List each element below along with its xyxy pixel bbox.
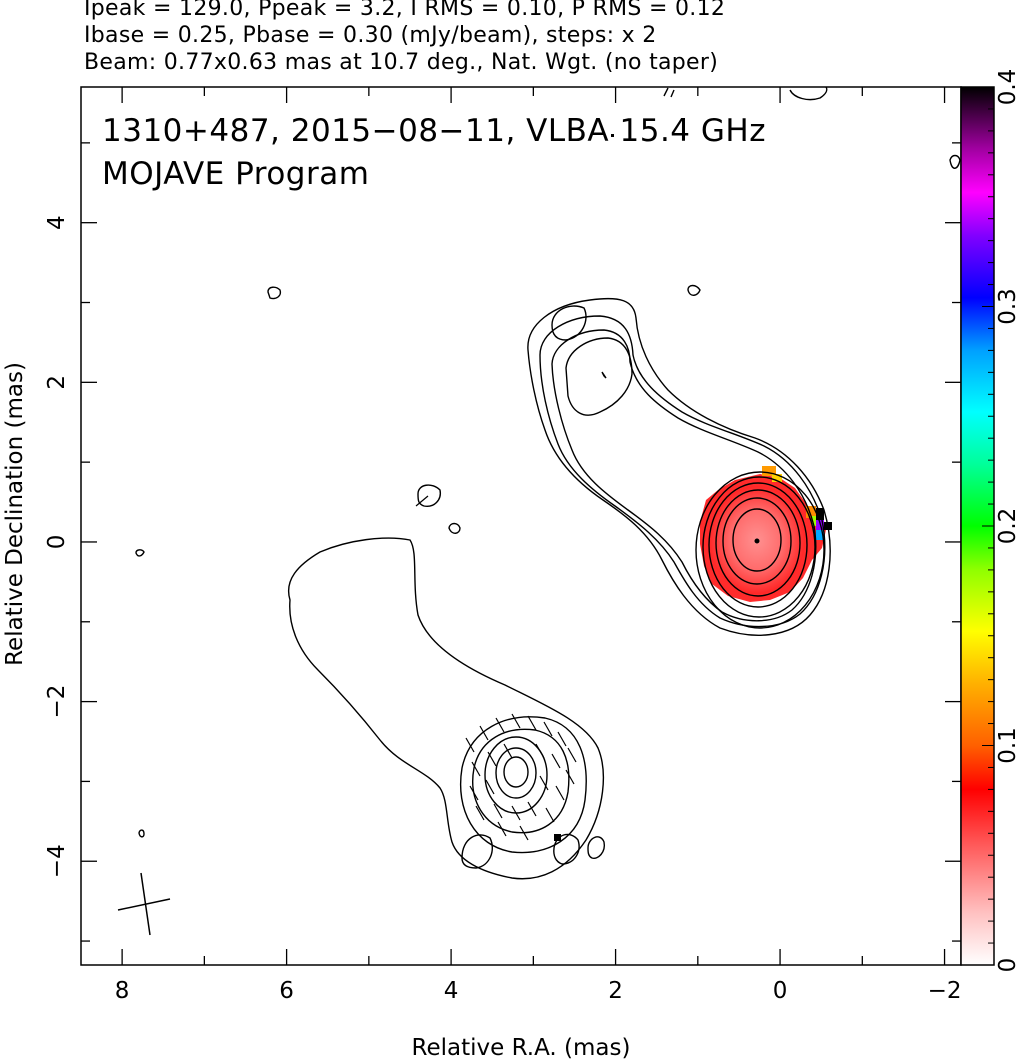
x-tick-label: −2 — [928, 978, 962, 1004]
x-tick-label: 8 — [115, 978, 130, 1004]
header-line-3: Beam: 0.77x0.63 mas at 10.7 deg., Nat. W… — [84, 50, 719, 75]
colorbar-tick-label: 0 — [995, 958, 1021, 973]
x-tick-label: 2 — [608, 978, 623, 1004]
header-line-2: Ibase = 0.25, Pbase = 0.30 (mJy/beam), s… — [84, 23, 657, 48]
colorbar-tick-label: 0.3 — [995, 288, 1021, 325]
chart-subtitle: MOJAVE Program — [102, 156, 369, 192]
x-axis-label: Relative R.A. (mas) — [412, 1035, 631, 1061]
y-tick-label: 0 — [44, 535, 70, 550]
y-tick-label: −2 — [44, 685, 70, 719]
y-axis-label: Relative Declination (mas) — [2, 362, 28, 666]
southeast-component-contours — [460, 716, 606, 869]
x-tick-label: 6 — [279, 978, 294, 1004]
y-tick-label: 4 — [44, 215, 70, 230]
colorbar-tick-label: 0.4 — [995, 69, 1021, 106]
chart-title: 1310+487, 2015−08−11, VLBA 15.4 GHz — [102, 113, 766, 149]
x-tick-label: 0 — [773, 978, 788, 1004]
contour-outer-southeast — [288, 537, 604, 880]
colorbar — [960, 86, 995, 966]
core-contours — [695, 471, 825, 629]
header-line-1: Ipeak = 129.0, Ppeak = 3.2, I RMS = 0.10… — [84, 0, 726, 21]
polarization-core-image — [554, 466, 832, 841]
polarization-vectors — [415, 495, 577, 841]
jet-contours — [527, 297, 831, 636]
colorbar-tick-label: 0.2 — [995, 508, 1021, 545]
x-tick-label: 4 — [444, 978, 459, 1004]
colorbar-tick-label: 0.1 — [995, 727, 1021, 764]
y-tick-label: 2 — [44, 375, 70, 390]
y-tick-label: −4 — [44, 844, 70, 878]
isolated-contours — [135, 87, 961, 838]
beam-cross — [117, 872, 171, 936]
